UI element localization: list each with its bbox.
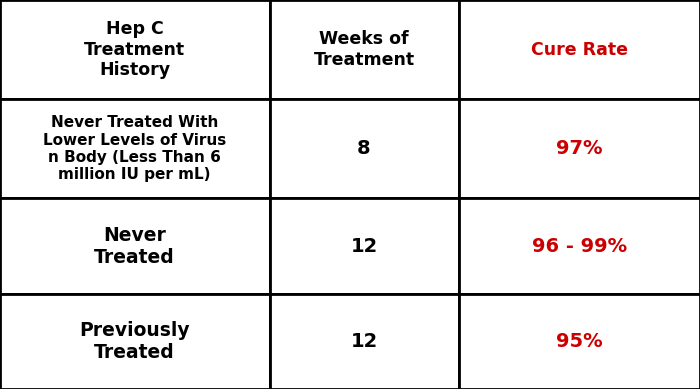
Text: Never Treated With
Lower Levels of Virus
n Body (Less Than 6
million IU per mL): Never Treated With Lower Levels of Virus… — [43, 115, 226, 182]
Bar — [458, 99, 700, 198]
Text: 12: 12 — [351, 237, 377, 256]
Text: Never
Treated: Never Treated — [94, 226, 175, 266]
Bar — [270, 198, 458, 294]
Text: 95%: 95% — [556, 332, 603, 351]
Text: Previously
Treated: Previously Treated — [79, 321, 190, 362]
Text: Weeks of
Treatment: Weeks of Treatment — [314, 30, 414, 69]
Text: Hep C
Treatment
History: Hep C Treatment History — [84, 20, 186, 79]
Bar — [270, 99, 458, 198]
Bar — [0, 99, 270, 198]
Bar — [0, 294, 270, 389]
Text: 12: 12 — [351, 332, 377, 351]
Text: Cure Rate: Cure Rate — [531, 40, 628, 59]
Bar — [458, 198, 700, 294]
Bar — [0, 198, 270, 294]
Bar — [458, 294, 700, 389]
Bar — [0, 0, 270, 99]
Text: 8: 8 — [357, 139, 371, 158]
Bar — [458, 0, 700, 99]
Text: 97%: 97% — [556, 139, 603, 158]
Text: 96 - 99%: 96 - 99% — [532, 237, 626, 256]
Bar — [270, 0, 458, 99]
Bar — [270, 294, 458, 389]
